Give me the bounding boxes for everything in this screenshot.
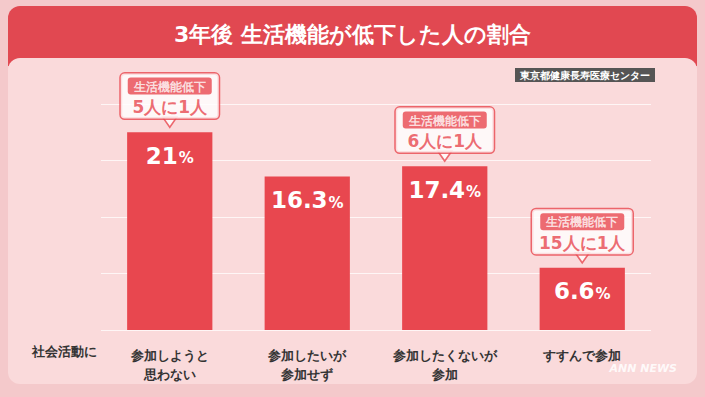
svg-text:参加したいが: 参加したいが [267, 348, 347, 363]
svg-text:生活機能低下: 生活機能低下 [408, 114, 481, 128]
svg-text:参加: 参加 [431, 367, 458, 382]
svg-text:参加しようと: 参加しようと [130, 348, 209, 363]
svg-text:社会活動に: 社会活動に [31, 344, 97, 359]
svg-text:参加せず: 参加せず [280, 367, 333, 382]
svg-text:6.6: 6.6 [554, 278, 595, 304]
svg-text:3年後 生活機能が低下した人の割合: 3年後 生活機能が低下した人の割合 [174, 22, 531, 47]
svg-text:思わない: 思わない [143, 367, 196, 382]
svg-text:参加したくないが: 参加したくないが [392, 348, 498, 363]
svg-text:%: % [466, 183, 481, 201]
svg-text:生活機能低下: 生活機能低下 [133, 80, 206, 94]
svg-text:21: 21 [146, 143, 178, 169]
svg-text:%: % [329, 194, 344, 212]
svg-text:16.3: 16.3 [271, 187, 328, 213]
svg-text:生活機能低下: 生活機能低下 [545, 215, 618, 229]
svg-text:17.4: 17.4 [408, 177, 465, 203]
svg-text:ANN NEWS: ANN NEWS [608, 362, 677, 375]
svg-text:5人に1人: 5人に1人 [132, 97, 208, 117]
svg-text:15人に1人: 15人に1人 [539, 233, 626, 253]
svg-text:%: % [179, 149, 194, 167]
svg-text:東京都健康長寿医療センター: 東京都健康長寿医療センター [519, 70, 650, 81]
svg-text:すすんで参加: すすんで参加 [542, 348, 621, 363]
svg-text:%: % [596, 285, 611, 303]
svg-text:6人に1人: 6人に1人 [407, 131, 483, 151]
